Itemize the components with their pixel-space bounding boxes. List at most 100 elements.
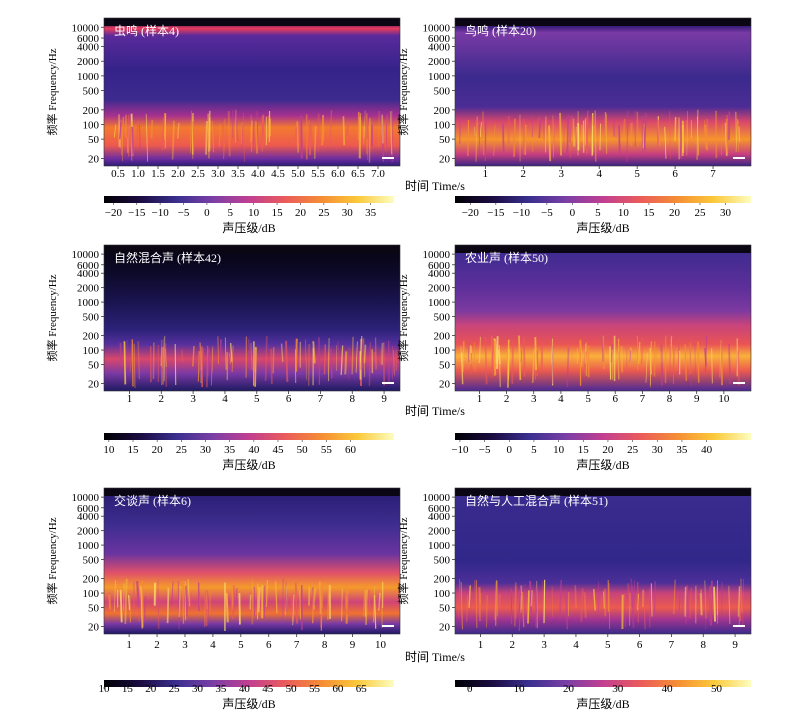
spectrogram-streak <box>204 590 208 626</box>
spectrogram-streak <box>710 593 713 614</box>
y-tick-label: 10000 <box>423 492 451 504</box>
spectrogram-streak <box>362 583 366 617</box>
spectrogram-streak <box>164 348 167 367</box>
spectrogram-streak <box>166 588 170 624</box>
spectrogram-streak <box>235 587 238 606</box>
spectrogram-streak <box>131 126 135 155</box>
spectrogram-streak <box>511 340 514 384</box>
y-tick-label: 20 <box>88 622 100 634</box>
colorbar-tick-label: 25 <box>694 207 706 219</box>
spectrogram-streak <box>686 584 690 618</box>
y-tick-label: 2000 <box>77 283 100 295</box>
x-tick-label: 7 <box>294 639 300 651</box>
spectrogram-streak <box>292 594 295 626</box>
spectrogram-streak <box>696 109 699 160</box>
y-tick-label: 10000 <box>423 249 451 261</box>
colorbar-tick-label: 0 <box>204 207 210 219</box>
y-tick-label: 2000 <box>77 526 100 538</box>
spectrogram-streak <box>468 585 471 608</box>
x-tick-label: 3 <box>541 639 547 651</box>
x-tick-label: 7.0 <box>371 168 385 180</box>
colorbar-tick-label: 40 <box>248 444 260 456</box>
y-tick-label: 1000 <box>77 540 100 552</box>
spectrogram-streak <box>160 347 163 367</box>
colorbar-tick-label: 0 <box>467 683 473 695</box>
x-tick-label: 1 <box>483 168 489 180</box>
spectrogram-streak <box>143 596 147 621</box>
spectrogram-streak <box>645 352 648 383</box>
colorbar-tick-label: 60 <box>345 444 357 456</box>
spectrogram-streak <box>174 344 177 385</box>
scale-marker <box>382 625 394 627</box>
spectrogram-streak <box>474 126 476 137</box>
x-tick-label: 8 <box>350 393 356 405</box>
spectrogram-streak <box>559 112 562 156</box>
x-tick-label: 1 <box>127 393 133 405</box>
spectrogram-streak <box>335 344 338 372</box>
spectrogram-streak <box>542 580 544 613</box>
spectrogram-streak <box>473 342 476 372</box>
spectrogram-top-band <box>104 488 400 496</box>
spectrogram-streak <box>521 591 525 628</box>
spectrogram-streak <box>594 110 597 162</box>
spectrogram-streak <box>637 341 641 364</box>
spectrogram-streak <box>649 583 652 621</box>
x-tick-label: 10 <box>718 393 730 405</box>
spectrogram-streak <box>229 352 232 365</box>
spectrogram-streak <box>620 346 624 373</box>
colorbar-tick-label: 30 <box>342 207 354 219</box>
spectrogram-streak <box>523 119 525 155</box>
y-tick-label: 100 <box>83 345 100 357</box>
spectrogram-panel-6: 自然与人工混合声 (样本51)1000060004000200010005002… <box>396 487 752 711</box>
colorbar-tick-label: 55 <box>309 683 321 695</box>
plot-frame <box>103 487 401 635</box>
colorbar <box>104 433 394 440</box>
spectrogram-streak <box>622 118 626 139</box>
spectrogram-streak <box>534 593 538 613</box>
spectrogram-streak <box>494 581 497 620</box>
spectrogram-streak <box>248 339 251 370</box>
spectrogram-streak <box>205 121 208 155</box>
spectrogram-streak <box>236 116 238 142</box>
spectrogram-streak <box>734 111 738 142</box>
y-tick-label: 20 <box>88 153 100 165</box>
spectrogram-streak <box>602 335 605 370</box>
spectrogram-streak <box>740 578 743 613</box>
spectrogram-streak <box>703 119 706 143</box>
colorbar-tick-label: 40 <box>662 683 674 695</box>
colorbar-tick-label: 10 <box>248 207 260 219</box>
y-tick-label: 50 <box>88 602 100 614</box>
x-tick-label: 5 <box>605 639 611 651</box>
spectrogram-streak <box>130 344 133 372</box>
spectrogram-streak <box>190 110 192 154</box>
spectrogram-streak <box>653 581 656 616</box>
spectrogram-streak <box>474 579 477 614</box>
colorbar-tick-label: 25 <box>176 444 188 456</box>
x-tick-label: 4.0 <box>251 168 265 180</box>
y-tick-label: 50 <box>439 359 451 371</box>
spectrogram-streak <box>618 125 621 155</box>
y-tick-label: 20 <box>88 379 100 391</box>
spectrogram-streak <box>458 579 460 617</box>
spectrogram-streak <box>518 335 522 381</box>
colorbar-tick-label: 25 <box>318 207 330 219</box>
spectrogram-streak <box>207 120 211 159</box>
spectrogram-streak <box>348 347 350 380</box>
colorbar-tick-label: 20 <box>669 207 681 219</box>
spectrogram-streak <box>466 594 468 622</box>
x-tick-label: 5.0 <box>291 168 305 180</box>
y-axis-title: 频率 Frequency/Hz <box>396 48 410 135</box>
spectrogram-streak <box>342 116 345 146</box>
colorbar-title: 声压级/dB <box>576 221 629 235</box>
y-tick-label: 4000 <box>77 42 100 54</box>
spectrogram-streak <box>627 583 631 607</box>
spectrogram-streak <box>626 110 629 162</box>
x-tick-label: 7 <box>640 393 646 405</box>
x-tick-label: 3 <box>531 393 537 405</box>
spectrogram-streak <box>145 114 149 162</box>
spectrogram-streak <box>373 595 377 629</box>
spectrogram-streak <box>583 592 587 618</box>
spectrogram-streak <box>257 587 261 613</box>
spectrogram-streak <box>593 589 596 611</box>
